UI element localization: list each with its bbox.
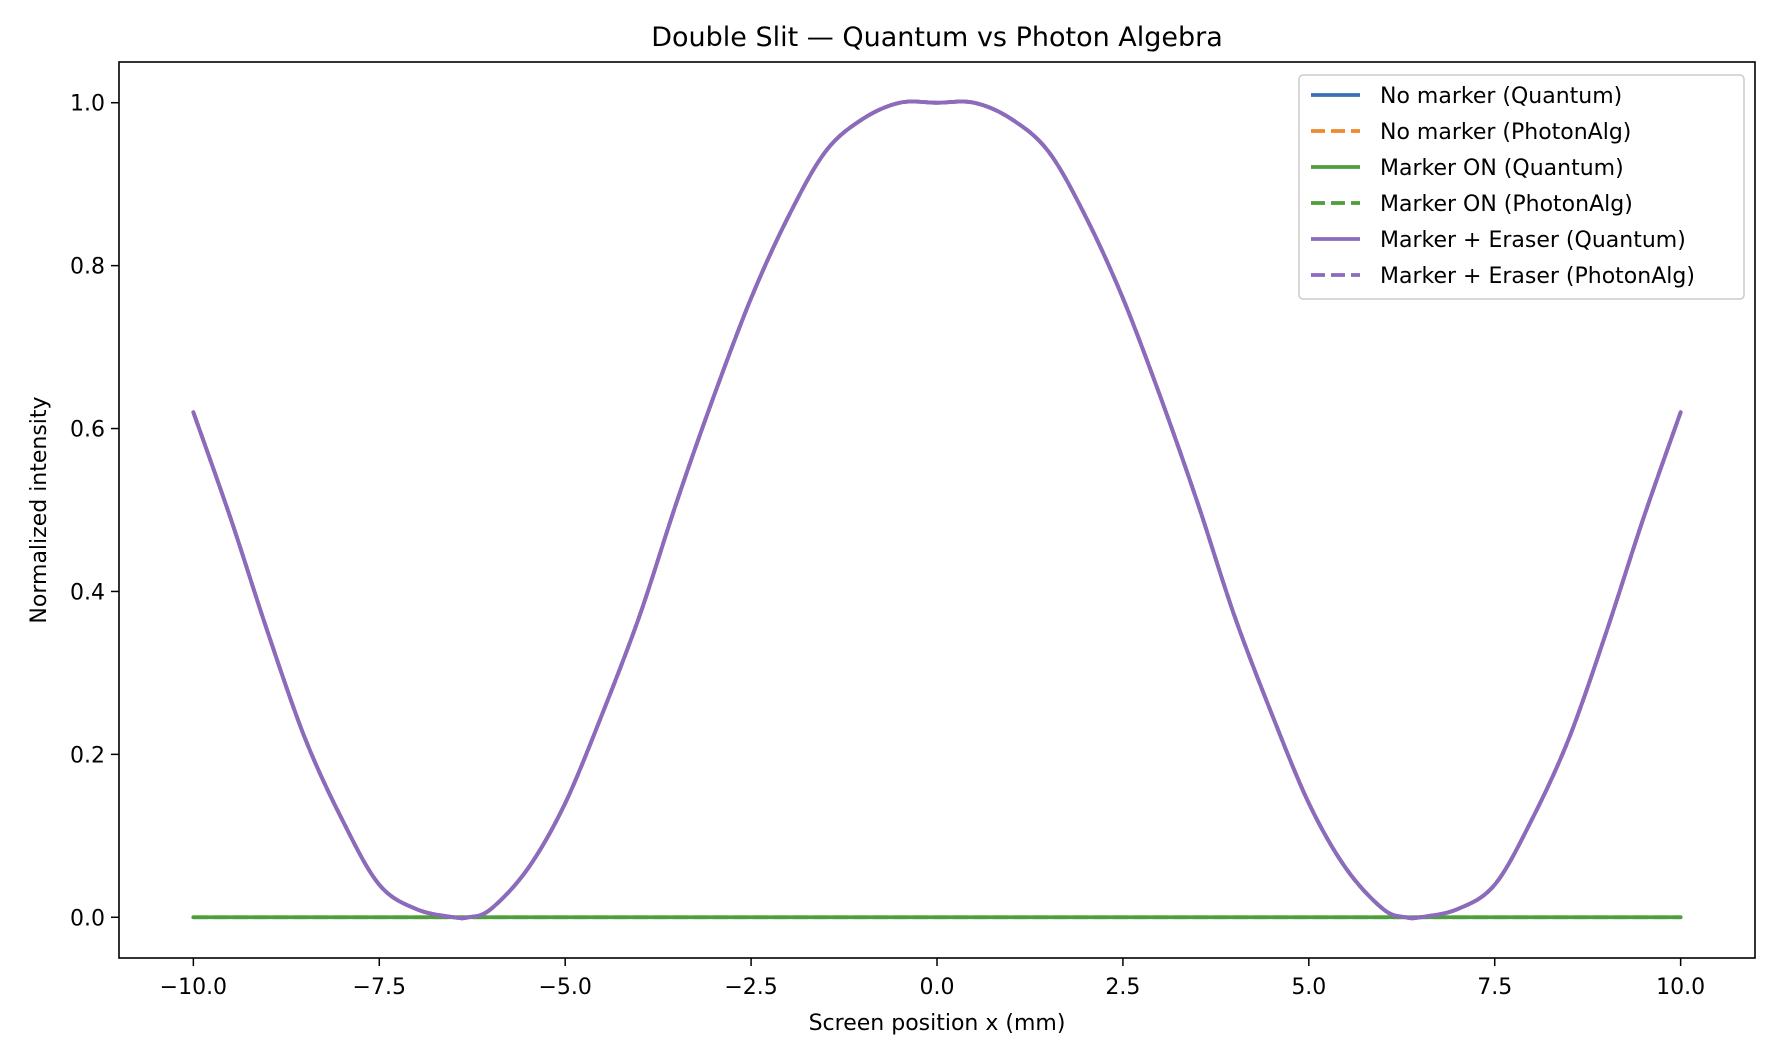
- x-tick-label: −2.5: [724, 975, 777, 1000]
- y-tick-label: 0.0: [70, 906, 105, 931]
- x-tick-label: 0.0: [920, 975, 955, 1000]
- y-tick-label: 1.0: [70, 92, 105, 117]
- x-tick-label: −7.5: [353, 975, 406, 1000]
- legend-label: No marker (PhotonAlg): [1380, 120, 1631, 145]
- y-tick-label: 0.6: [70, 418, 105, 443]
- legend-label: Marker + Eraser (PhotonAlg): [1380, 264, 1695, 289]
- x-tick-label: 2.5: [1105, 975, 1140, 1000]
- y-tick-label: 0.2: [70, 743, 105, 768]
- x-axis-ticks: −10.0 −7.5 −5.0 −2.5 0.0 2.5 5.0 7.5 10.0: [160, 958, 1705, 1000]
- legend-label: No marker (Quantum): [1380, 84, 1622, 109]
- legend-label: Marker ON (Quantum): [1380, 156, 1624, 181]
- chart-title: Double Slit — Quantum vs Photon Algebra: [651, 22, 1223, 53]
- y-tick-label: 0.4: [70, 580, 105, 605]
- x-tick-label: 5.0: [1291, 975, 1326, 1000]
- y-axis-ticks: 0.0 0.2 0.4 0.6 0.8 1.0: [70, 92, 119, 931]
- x-tick-label: −5.0: [538, 975, 591, 1000]
- x-tick-label: 10.0: [1656, 975, 1705, 1000]
- legend-label: Marker ON (PhotonAlg): [1380, 192, 1633, 217]
- legend-entries: No marker (Quantum) No marker (PhotonAlg)…: [1311, 84, 1695, 289]
- x-axis-label: Screen position x (mm): [809, 1011, 1066, 1036]
- series-layer: [191, 99, 1683, 921]
- x-tick-label: 7.5: [1477, 975, 1512, 1000]
- legend: No marker (Quantum) No marker (PhotonAlg)…: [1298, 74, 1745, 300]
- series-line-6: [191, 99, 1683, 921]
- y-tick-label: 0.8: [70, 255, 105, 280]
- legend-label: Marker + Eraser (Quantum): [1380, 228, 1686, 253]
- legend-box: [1298, 74, 1745, 300]
- y-axis-label: Normalized intensity: [27, 396, 52, 623]
- x-tick-label: −10.0: [160, 975, 227, 1000]
